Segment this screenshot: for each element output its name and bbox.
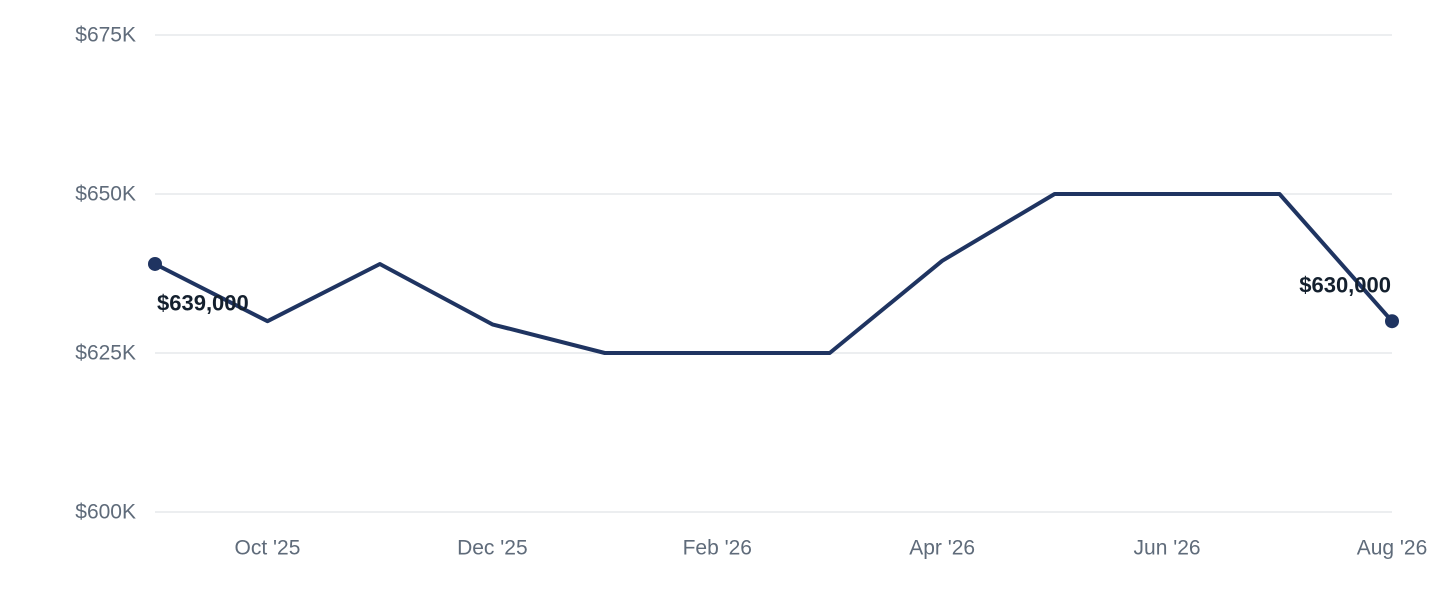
y-tick-label: $675K <box>75 24 136 47</box>
y-axis: $600K $625K $650K $675K <box>75 24 136 524</box>
x-tick-label: Aug '26 <box>1357 537 1428 560</box>
data-label: $639,000 <box>157 290 249 315</box>
x-tick-label: Feb '26 <box>683 537 752 560</box>
x-tick-label: Oct '25 <box>235 537 301 560</box>
grid-layer <box>155 34 1392 513</box>
x-tick-label: Jun '26 <box>1134 537 1201 560</box>
x-axis: Oct '25 Dec '25 Feb '26 Apr '26 Jun '26 Aug '… <box>235 537 1428 560</box>
y-tick-label: $650K <box>75 183 136 206</box>
x-tick-label: Apr '26 <box>909 537 975 560</box>
x-tick-label: Dec '25 <box>457 537 528 560</box>
data-point <box>1385 314 1399 329</box>
data-label: $630,000 <box>1299 273 1391 298</box>
series-layer <box>148 192 1399 355</box>
series-line <box>153 192 1394 355</box>
data-point <box>148 256 162 271</box>
y-tick-label: $600K <box>75 501 136 524</box>
y-tick-label: $625K <box>75 342 136 365</box>
data-label-layer: $639,000 $630,000 <box>157 273 1391 316</box>
